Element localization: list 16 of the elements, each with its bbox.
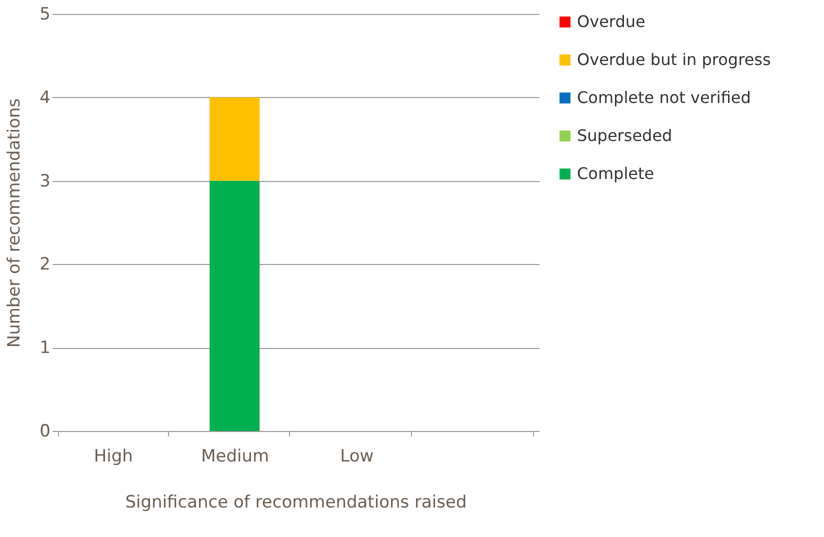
legend-label: Overdue: [577, 12, 646, 31]
legend-label: Complete not verified: [577, 88, 751, 107]
y-tick-label: 4: [40, 88, 50, 108]
y-tick-label: 1: [40, 338, 50, 358]
y-tick-label: 5: [40, 4, 50, 24]
legend-label: Overdue but in progress: [577, 50, 771, 69]
legend-label: Superseded: [577, 126, 672, 145]
y-tick-label: 2: [40, 254, 50, 275]
x-axis-title: Significance of recommendations raised: [125, 492, 467, 512]
y-axis-title: Number of recommendations: [4, 98, 25, 348]
y-tick-label: 0: [40, 422, 50, 442]
legend-label: Complete: [577, 164, 654, 183]
y-tick-label: 3: [40, 171, 50, 192]
x-tick-label: Medium: [201, 446, 270, 466]
x-tick-label: High: [94, 446, 133, 466]
x-tick-label: Low: [340, 446, 374, 466]
